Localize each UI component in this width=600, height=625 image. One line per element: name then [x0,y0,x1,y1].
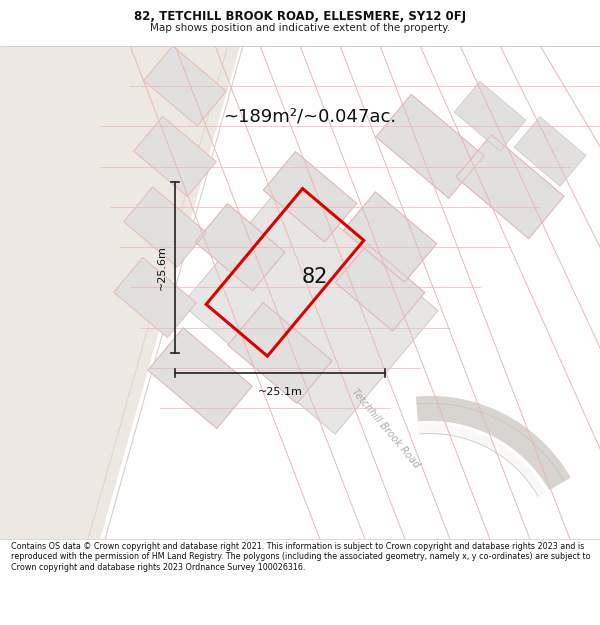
Text: ~189m²/~0.047ac.: ~189m²/~0.047ac. [223,107,397,125]
Text: Tetchhill Brook Road: Tetchhill Brook Road [349,387,421,470]
Text: 82, TETCHILL BROOK ROAD, ELLESMERE, SY12 0FJ: 82, TETCHILL BROOK ROAD, ELLESMERE, SY12… [134,10,466,23]
Polygon shape [343,192,437,282]
Polygon shape [148,328,252,429]
Polygon shape [456,135,564,239]
Polygon shape [182,181,438,434]
Text: Contains OS data © Crown copyright and database right 2021. This information is : Contains OS data © Crown copyright and d… [11,542,590,572]
Polygon shape [114,258,196,338]
Text: 82: 82 [302,268,328,288]
Polygon shape [124,187,206,267]
Text: Map shows position and indicative extent of the property.: Map shows position and indicative extent… [150,23,450,33]
Polygon shape [514,116,586,186]
Polygon shape [335,244,425,331]
Text: ~25.6m: ~25.6m [157,245,167,290]
Polygon shape [228,302,332,403]
Polygon shape [195,204,285,291]
Polygon shape [376,94,484,198]
Text: ~25.1m: ~25.1m [257,388,302,398]
Polygon shape [144,46,226,126]
Polygon shape [0,46,240,539]
Polygon shape [263,152,357,242]
Polygon shape [454,81,526,151]
Polygon shape [134,116,216,196]
